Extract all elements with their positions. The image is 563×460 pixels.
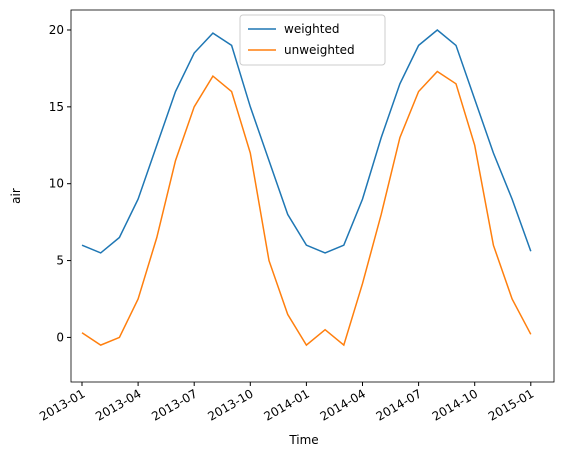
y-axis-label: air — [9, 188, 23, 204]
legend-label: unweighted — [284, 43, 355, 57]
legend-box — [239, 14, 386, 66]
x-tick-label: 2013-04 — [93, 386, 143, 423]
legend-label: weighted — [284, 22, 339, 36]
x-tick-label: 2014-07 — [374, 386, 424, 423]
x-tick-label: 2014-01 — [261, 386, 311, 423]
y-tick-label: 20 — [49, 23, 64, 37]
x-tick-label: 2015-01 — [486, 386, 536, 423]
data-line — [81, 29, 532, 254]
x-tick-label: 2014-10 — [430, 386, 480, 423]
y-tick-label: 15 — [49, 100, 64, 114]
data-line — [81, 70, 532, 347]
plot-frame — [70, 9, 555, 383]
y-tick-label: 10 — [49, 177, 64, 191]
y-tick-label: 0 — [56, 330, 64, 344]
x-tick-label: 2013-01 — [37, 386, 87, 423]
x-tick-label: 2013-10 — [205, 386, 255, 423]
legend: weighted unweighted — [239, 14, 386, 66]
x-tick-label: 2013-07 — [149, 386, 199, 423]
y-tick-label: 5 — [56, 254, 64, 268]
x-tick-label: 2014-04 — [318, 386, 368, 423]
x-axis-label: Time — [288, 433, 318, 447]
